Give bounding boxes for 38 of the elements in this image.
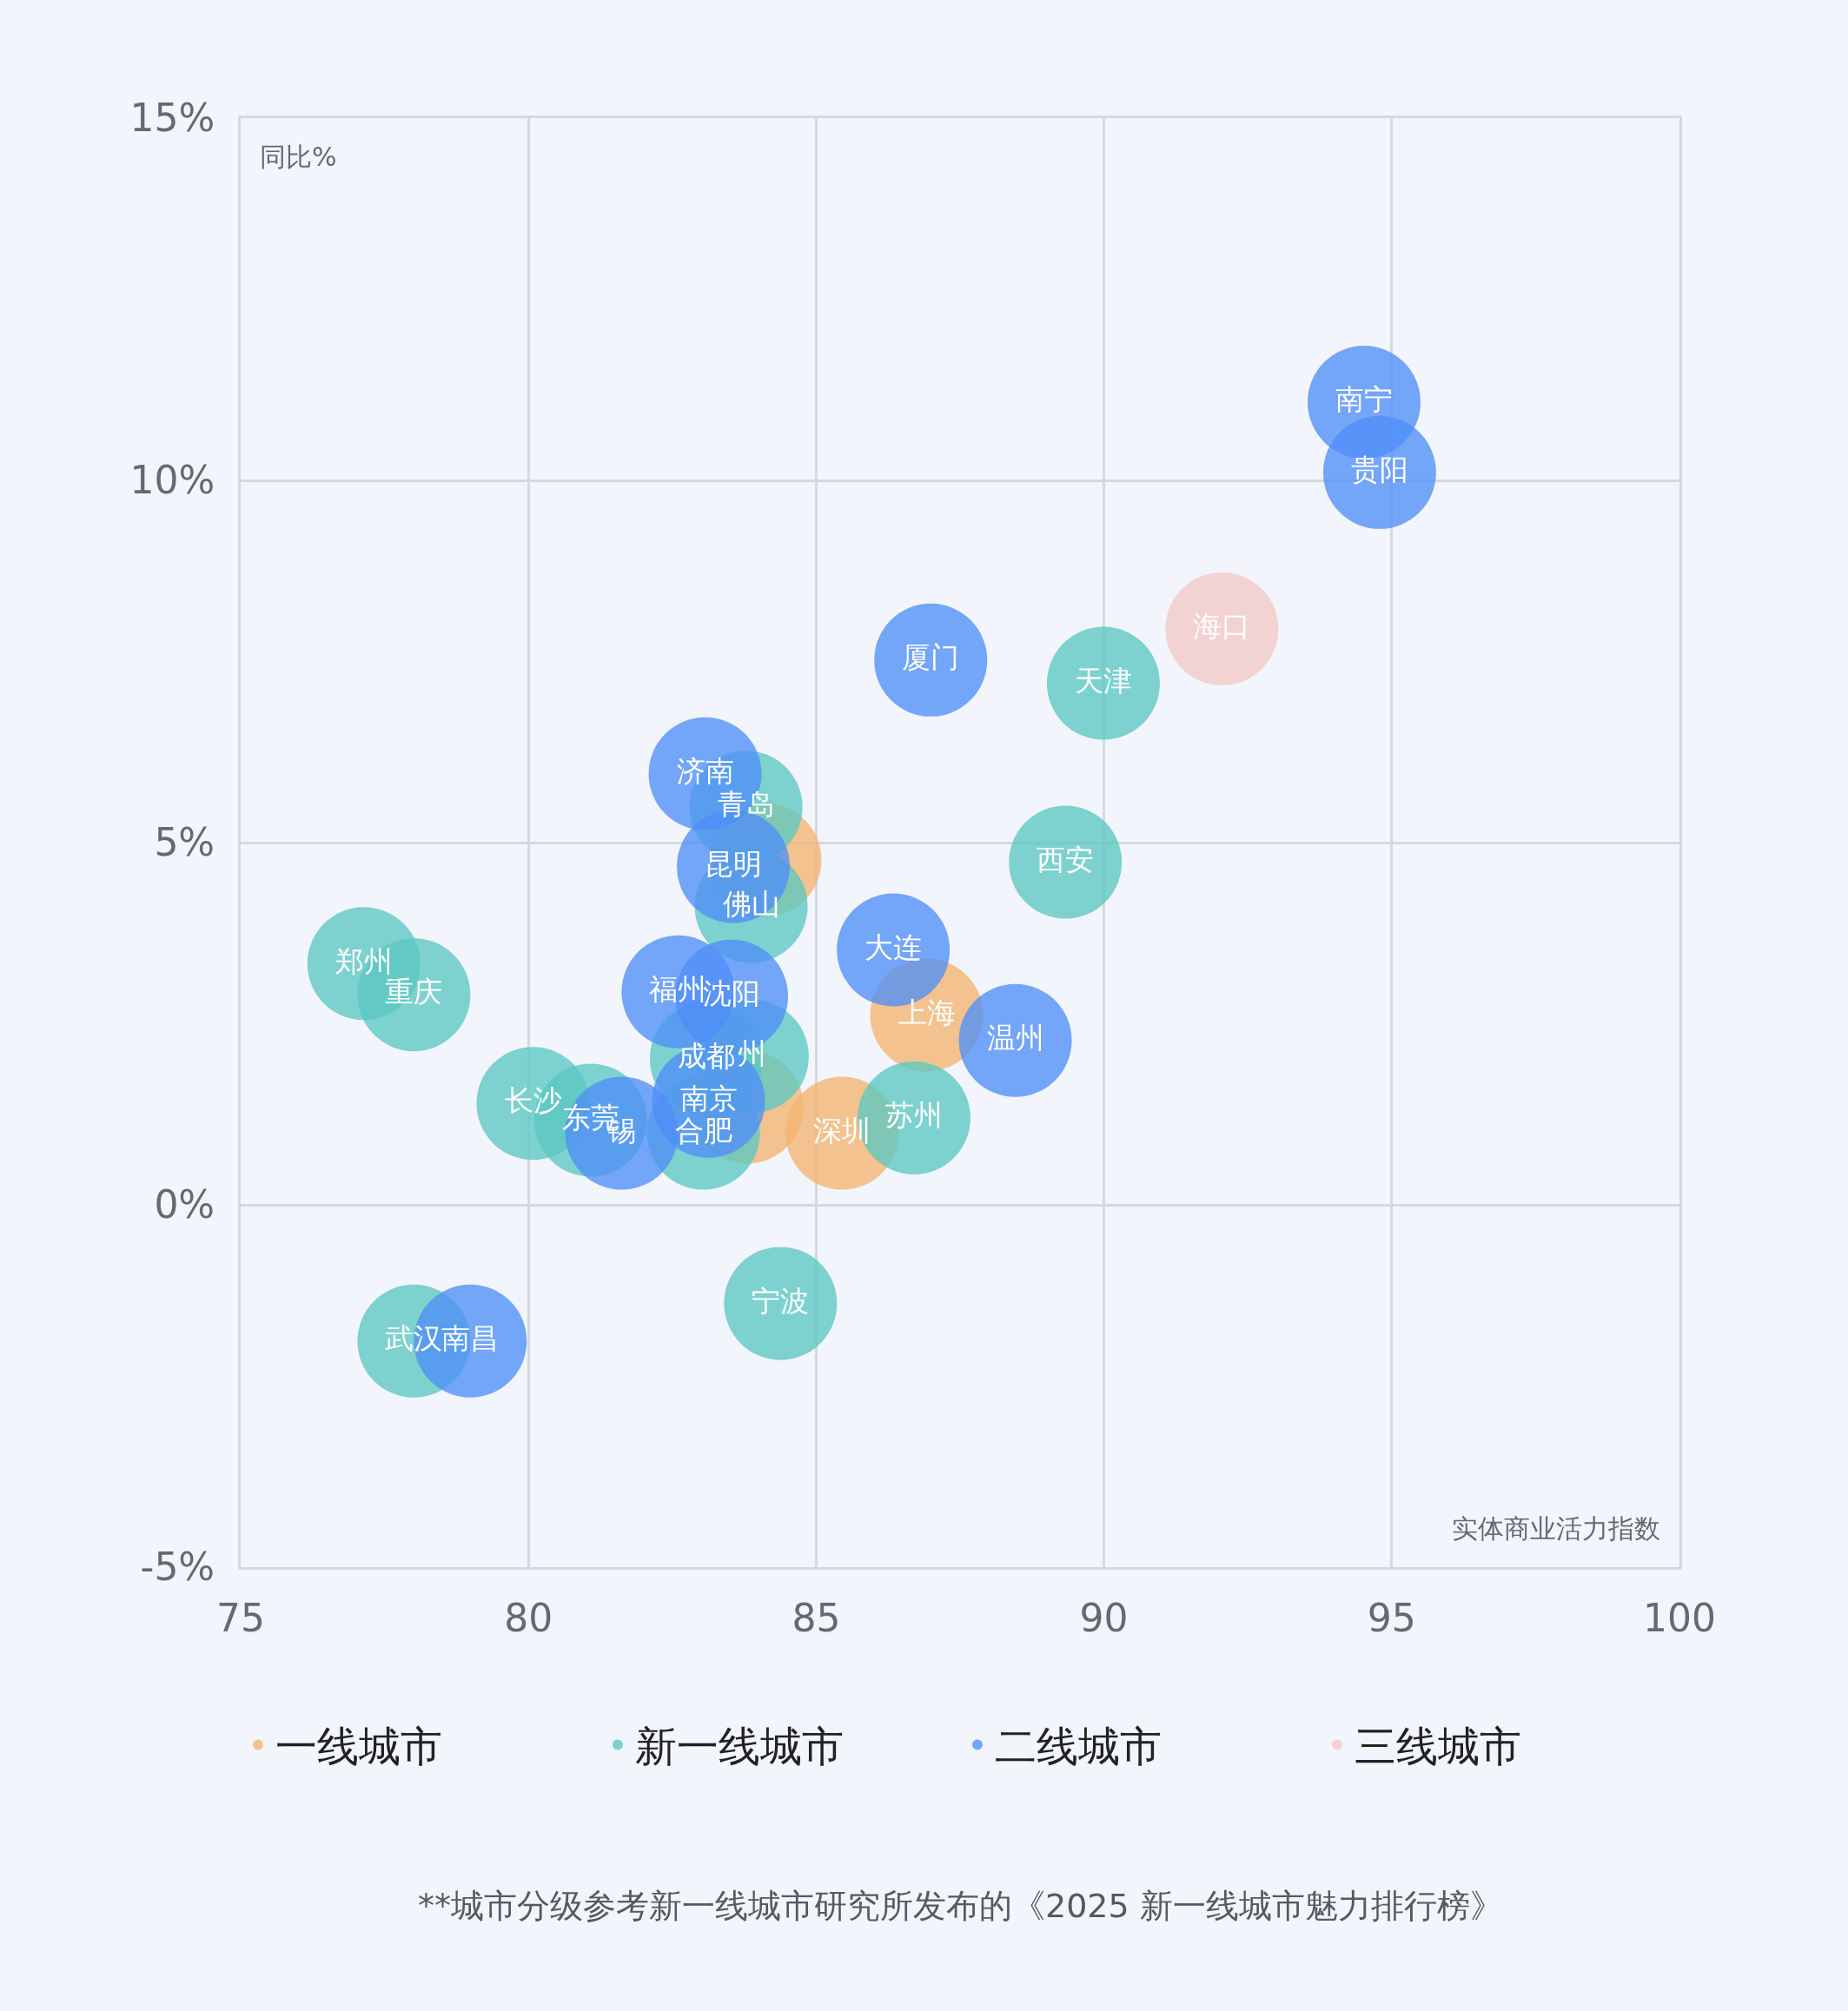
data-label: 宁波 [752,1283,810,1318]
data-label: 昆明 [705,846,763,881]
y-tick-label: 0% [154,1182,215,1227]
data-label: 大连 [864,929,923,964]
x-tick-label: 90 [1079,1595,1129,1640]
data-label: 佛山 [722,886,780,921]
x-tick-label: 100 [1643,1595,1716,1640]
data-label: 厦门 [902,640,960,675]
data-label: 长沙 [504,1083,562,1118]
data-label: 州 [738,1036,767,1071]
data-label: 合肥 [674,1113,732,1148]
legend-label: 三线城市 [1355,1722,1521,1771]
data-label: 天津 [1074,663,1132,698]
text: **城市分级参考新一线城市研究所发布的《2025 新一线城市魅力排行榜》 [418,1887,1503,1925]
data-label: 成都 [677,1038,735,1073]
legend-label: 一线城市 [275,1722,442,1771]
data-label: 南昌 [441,1321,500,1356]
data-label: 南京 [679,1081,738,1115]
data-label: 西安 [1037,842,1095,877]
x-tick-label: 95 [1367,1595,1416,1640]
x-tick-label: 80 [504,1595,553,1640]
data-label: 贵阳 [1350,453,1408,487]
y-tick-label: 10% [129,458,215,503]
data-label: 上海 [898,995,956,1029]
y-tick-label: -5% [140,1545,215,1590]
data-label: 温州 [986,1020,1044,1055]
data-label: 青岛 [717,787,775,822]
data-label: 南宁 [1335,382,1393,417]
data-label: 苏州 [885,1098,944,1133]
legend-label: 新一线城市 [635,1722,844,1771]
legend-label: 二线城市 [995,1722,1162,1771]
x-tick-label: 75 [216,1595,265,1640]
data-label: 济南 [676,754,734,789]
x-tick-label: 85 [792,1595,841,1640]
y-axis-title: 同比% [260,142,337,172]
y-tick-label: 15% [129,96,215,141]
x-axis-title: 实体商业活力指数 [1452,1513,1660,1544]
y-tick-label: 5% [154,820,215,865]
